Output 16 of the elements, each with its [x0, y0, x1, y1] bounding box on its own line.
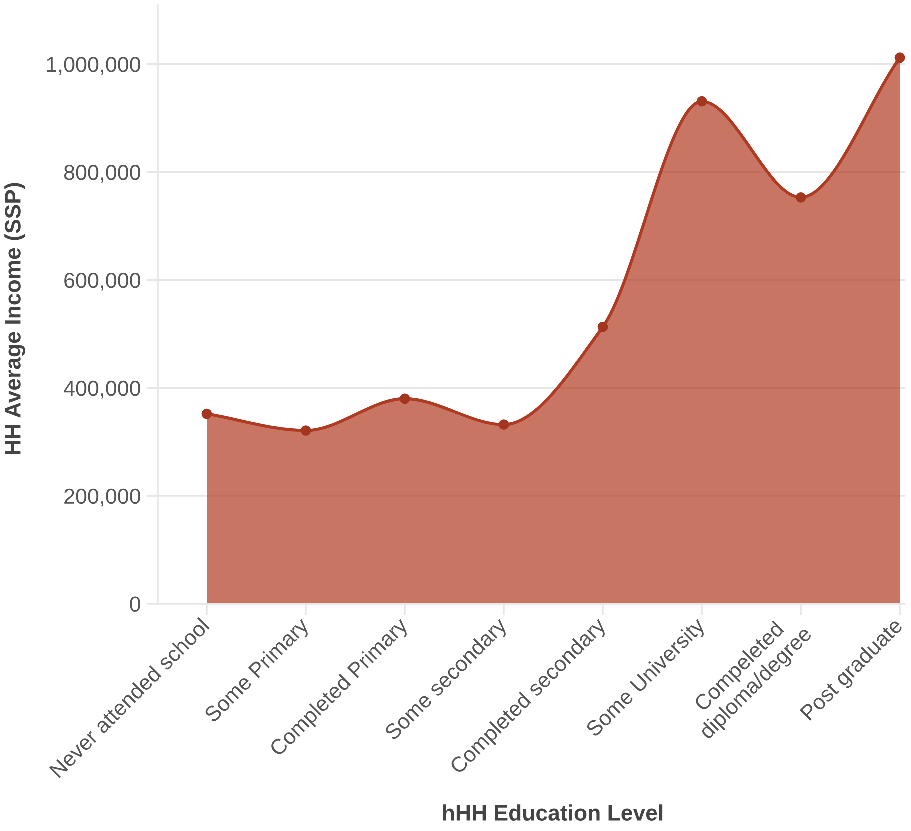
point [202, 408, 212, 420]
point [400, 394, 410, 404]
point [696, 96, 708, 107]
y-tick-label: 0 [130, 596, 140, 612]
point [498, 420, 510, 430]
point [894, 52, 905, 64]
y-axis-title: HH Average Income (SSP) [4, 183, 26, 454]
y-tick-label: 600,000 [64, 272, 140, 291]
point [796, 192, 806, 203]
y-tick-label: 800,000 [64, 165, 140, 183]
x-axis-title: hHH Education Level [443, 804, 663, 821]
y-tick-label: 400,000 [64, 380, 140, 399]
point [300, 426, 312, 436]
point [598, 322, 608, 332]
y-tick-label: 1,000,000 [47, 57, 140, 75]
y-tick-label: 200,000 [64, 488, 140, 507]
